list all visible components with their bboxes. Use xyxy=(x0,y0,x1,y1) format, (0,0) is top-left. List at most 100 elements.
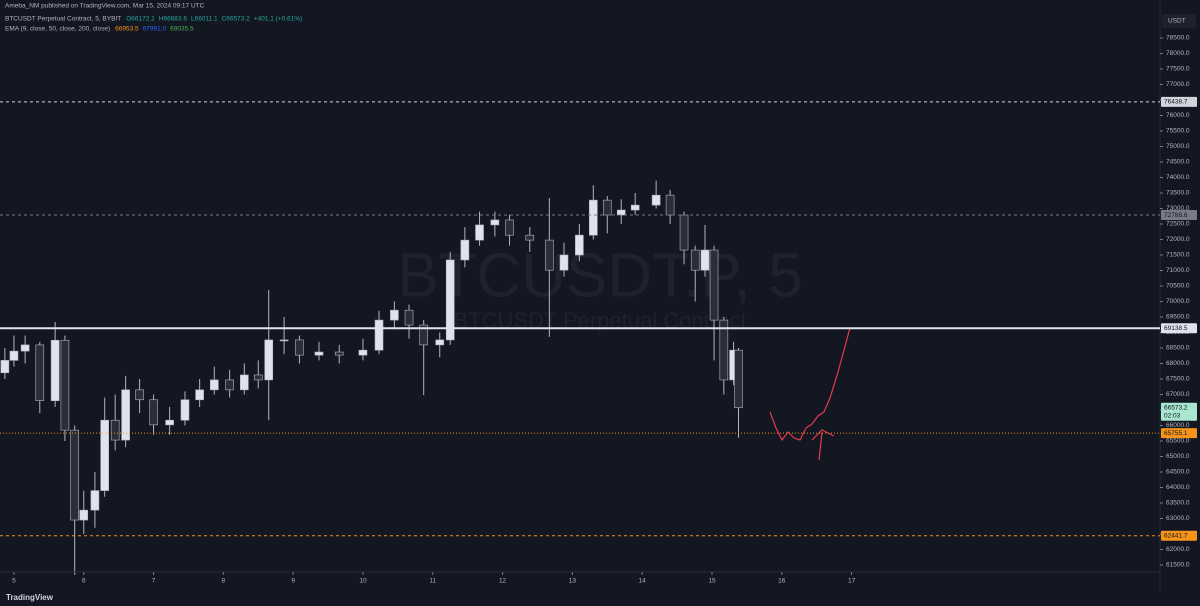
candle-body xyxy=(665,194,675,216)
currency-box[interactable] xyxy=(1162,14,1196,28)
candle-body xyxy=(709,249,719,321)
candle-body xyxy=(679,214,689,251)
candle-body xyxy=(334,351,344,356)
candle-body xyxy=(690,249,700,271)
y-tick-label: 68000.0 xyxy=(1166,360,1190,367)
y-tick-label: 61500.0 xyxy=(1166,562,1190,569)
candle-body xyxy=(545,239,554,271)
candle-body xyxy=(575,234,584,256)
candle-body xyxy=(50,339,60,401)
level-label-box xyxy=(1161,210,1197,221)
footer-bar xyxy=(0,590,1200,606)
x-tick-label: 5 xyxy=(12,578,16,585)
candle-body xyxy=(20,344,30,352)
ohlc-value: +401.1 (+0.61%) xyxy=(254,16,302,23)
candle-body xyxy=(135,389,144,401)
x-tick-label: 17 xyxy=(848,578,856,585)
y-tick-label: 77500.0 xyxy=(1166,66,1190,73)
candle-body xyxy=(100,419,110,491)
candle-body xyxy=(358,349,368,356)
candle-body xyxy=(559,254,569,271)
y-tick-label: 72500.0 xyxy=(1166,221,1190,228)
x-tick-label: 12 xyxy=(499,578,507,585)
plot xyxy=(0,180,743,575)
y-tick-label: 65500.0 xyxy=(1166,438,1190,445)
candle-body xyxy=(435,339,445,346)
y-tick-label: 64500.0 xyxy=(1166,469,1190,476)
candle-body xyxy=(9,350,19,361)
candle-body xyxy=(525,234,535,241)
y-tick-label: 67500.0 xyxy=(1166,376,1190,383)
y-tick-label: 71000.0 xyxy=(1166,267,1190,274)
footer-logo: TradingView xyxy=(6,593,54,602)
candle-body xyxy=(404,309,414,326)
candle-body xyxy=(390,309,399,321)
x-tick-label: 14 xyxy=(639,578,647,585)
x-tick-label: 7 xyxy=(152,578,156,585)
candle-body xyxy=(180,399,190,421)
y-tick-label: 73000.0 xyxy=(1166,205,1190,212)
candle-body xyxy=(505,219,514,236)
level-label: 72788.6 xyxy=(1164,212,1188,219)
y-tick-label: 63000.0 xyxy=(1166,515,1190,522)
candle-body xyxy=(475,224,484,241)
candle-body xyxy=(419,324,428,346)
candle-body xyxy=(651,194,661,206)
candle-body xyxy=(70,429,79,521)
candle-body xyxy=(0,360,10,374)
candle-body xyxy=(460,239,470,261)
candle-body xyxy=(630,204,640,211)
candle-body xyxy=(35,344,45,401)
currency[interactable]: USDT xyxy=(1168,18,1186,25)
candle-body xyxy=(700,249,710,271)
x-tick-label: 9 xyxy=(291,578,295,585)
y-tick-label: 70500.0 xyxy=(1166,283,1190,290)
candle-body xyxy=(121,389,130,441)
y-tick-label: 73500.0 xyxy=(1166,190,1190,197)
candle-body xyxy=(79,509,89,521)
y-tick-label: 67000.0 xyxy=(1166,391,1190,398)
candle-body xyxy=(90,490,100,511)
countdown: 02:03 xyxy=(1164,412,1181,419)
ohlc-value: C66573.2 xyxy=(222,16,251,23)
candle-body xyxy=(374,319,384,351)
y-tick-label: 65000.0 xyxy=(1166,453,1190,460)
x-tick-label: 13 xyxy=(569,578,577,585)
x-tick-label: 16 xyxy=(778,578,786,585)
x-tick-label: 6 xyxy=(82,578,86,585)
y-tick-label: 74000.0 xyxy=(1166,174,1190,181)
ohlc-value: H66683.6 xyxy=(159,16,188,23)
y-tick-label: 68500.0 xyxy=(1166,345,1190,352)
y-tick-label: 63500.0 xyxy=(1166,500,1190,507)
ema-label: EMA (9, close, 50, close, 200, close) xyxy=(5,26,110,33)
y-tick-label: 74500.0 xyxy=(1166,159,1190,166)
y-tick-label: 72000.0 xyxy=(1166,236,1190,243)
ohlc-value: L66011.1 xyxy=(191,16,218,23)
y-tick-label: 75500.0 xyxy=(1166,128,1190,135)
candle-body xyxy=(602,199,612,216)
annotation-drawing xyxy=(769,327,851,442)
last-price: 66573.2 xyxy=(1164,404,1188,411)
ema-value: 69035.5 xyxy=(170,26,194,33)
level-label: 65755.1 xyxy=(1164,430,1188,437)
candle-body xyxy=(589,199,598,236)
y-tick-label: 66000.0 xyxy=(1166,422,1190,429)
y-tick-label: 62000.0 xyxy=(1166,546,1190,553)
candle-body xyxy=(264,339,274,381)
candle-body xyxy=(734,349,743,409)
y-tick-label: 76000.0 xyxy=(1166,112,1190,119)
candle-body xyxy=(253,374,263,381)
ohlc-value: O66172.1 xyxy=(126,16,155,23)
publisher: Ameba_NM published on TradingView.com, M… xyxy=(5,3,205,10)
candle-body xyxy=(279,339,289,342)
candle-body xyxy=(295,339,304,356)
candle-body xyxy=(490,219,500,226)
level-label: 62441.7 xyxy=(1164,533,1188,540)
y-tick-label: 77000.0 xyxy=(1166,81,1190,88)
candle-body xyxy=(209,379,219,391)
candle-body xyxy=(195,389,204,401)
candle-body xyxy=(240,374,249,391)
y-tick-label: 78000.0 xyxy=(1166,50,1190,57)
